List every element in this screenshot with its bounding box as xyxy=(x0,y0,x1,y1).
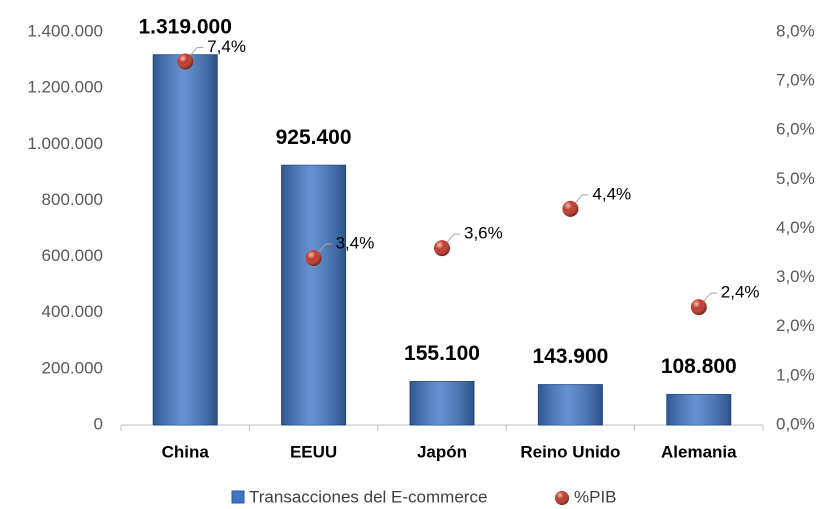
legend: Transacciones del E-commerce %PIB xyxy=(249,487,617,506)
y2-tick-label: 0,0% xyxy=(776,414,815,433)
y2-tick-label: 7,0% xyxy=(776,71,815,90)
y2-tick-label: 8,0% xyxy=(776,21,815,40)
y2-tick-label: 5,0% xyxy=(776,169,815,188)
y2-tick-label: 6,0% xyxy=(776,120,815,139)
y-tick-label: 600.000 xyxy=(42,246,103,265)
y-tick-label: 800.000 xyxy=(42,190,103,209)
point-label: 2,4% xyxy=(721,283,760,302)
point-shine xyxy=(305,249,322,266)
legend-label: Transacciones del E-commerce xyxy=(249,487,487,506)
x-tick-label: Reino Unido xyxy=(520,442,620,461)
y2-tick-label: 4,0% xyxy=(776,218,815,237)
x-tick-label: China xyxy=(162,442,210,461)
point-label: 3,6% xyxy=(464,224,503,243)
y2-tick-label: 3,0% xyxy=(776,267,815,286)
y-tick-label: 0 xyxy=(94,414,103,433)
legend-label: %PIB xyxy=(574,487,617,506)
bar-label: 143.900 xyxy=(532,345,608,368)
bar-shine xyxy=(281,165,346,426)
y-tick-label: 1.200.000 xyxy=(27,78,103,97)
bar-label: 108.800 xyxy=(661,355,737,378)
point-shine xyxy=(177,53,194,70)
x-tick-label: EEUU xyxy=(290,442,337,461)
bar-shine xyxy=(410,381,474,425)
legend-key-shine xyxy=(555,491,569,505)
legend-key xyxy=(231,490,245,504)
y2-tick-label: 2,0% xyxy=(776,316,815,335)
bar-shine xyxy=(666,394,731,425)
point-shine xyxy=(434,240,450,257)
y-tick-label: 1.000.000 xyxy=(27,134,103,153)
y2-tick-label: 1,0% xyxy=(776,365,815,384)
bar-label: 155.100 xyxy=(404,342,480,365)
bar-shine xyxy=(153,54,218,426)
y-tick-label: 400.000 xyxy=(42,302,103,321)
y-tick-label: 200.000 xyxy=(42,358,103,377)
bar-shine xyxy=(538,384,603,425)
x-tick-label: Japón xyxy=(417,442,467,461)
x-tick-label: Alemania xyxy=(661,442,737,461)
point-shine xyxy=(690,299,707,316)
y-tick-label: 1.400.000 xyxy=(27,21,103,40)
point-label: 7,4% xyxy=(207,37,246,56)
point-shine xyxy=(562,200,579,217)
point-label: 4,4% xyxy=(592,184,631,203)
bar-label: 925.400 xyxy=(276,126,352,149)
point-label: 3,4% xyxy=(336,233,375,252)
bar-label: 1.319.000 xyxy=(138,15,231,38)
